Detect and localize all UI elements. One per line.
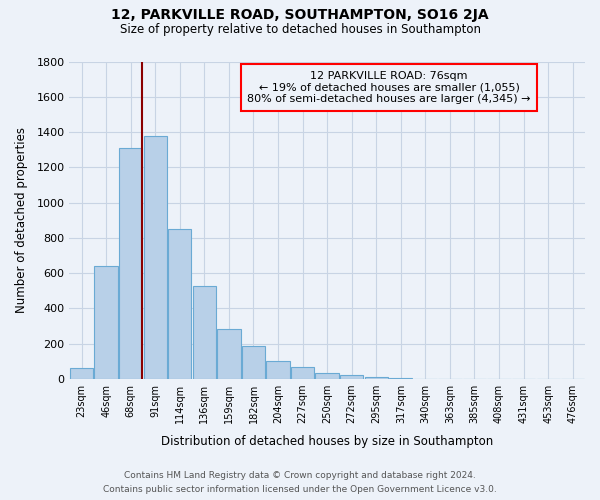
- Bar: [242, 346, 265, 379]
- Y-axis label: Number of detached properties: Number of detached properties: [15, 128, 28, 314]
- Bar: [266, 360, 290, 379]
- Bar: [119, 148, 142, 379]
- Bar: [217, 329, 241, 379]
- Bar: [365, 378, 388, 379]
- Bar: [94, 266, 118, 379]
- Bar: [70, 368, 93, 379]
- Bar: [291, 366, 314, 379]
- Text: 12 PARKVILLE ROAD: 76sqm
← 19% of detached houses are smaller (1,055)
80% of sem: 12 PARKVILLE ROAD: 76sqm ← 19% of detach…: [247, 71, 531, 104]
- Bar: [389, 378, 412, 379]
- Bar: [193, 286, 216, 379]
- Text: Size of property relative to detached houses in Southampton: Size of property relative to detached ho…: [119, 22, 481, 36]
- Bar: [340, 374, 364, 379]
- X-axis label: Distribution of detached houses by size in Southampton: Distribution of detached houses by size …: [161, 434, 493, 448]
- Text: 12, PARKVILLE ROAD, SOUTHAMPTON, SO16 2JA: 12, PARKVILLE ROAD, SOUTHAMPTON, SO16 2J…: [111, 8, 489, 22]
- Text: Contains HM Land Registry data © Crown copyright and database right 2024.
Contai: Contains HM Land Registry data © Crown c…: [103, 472, 497, 494]
- Bar: [168, 229, 191, 379]
- Bar: [143, 136, 167, 379]
- Bar: [316, 373, 339, 379]
